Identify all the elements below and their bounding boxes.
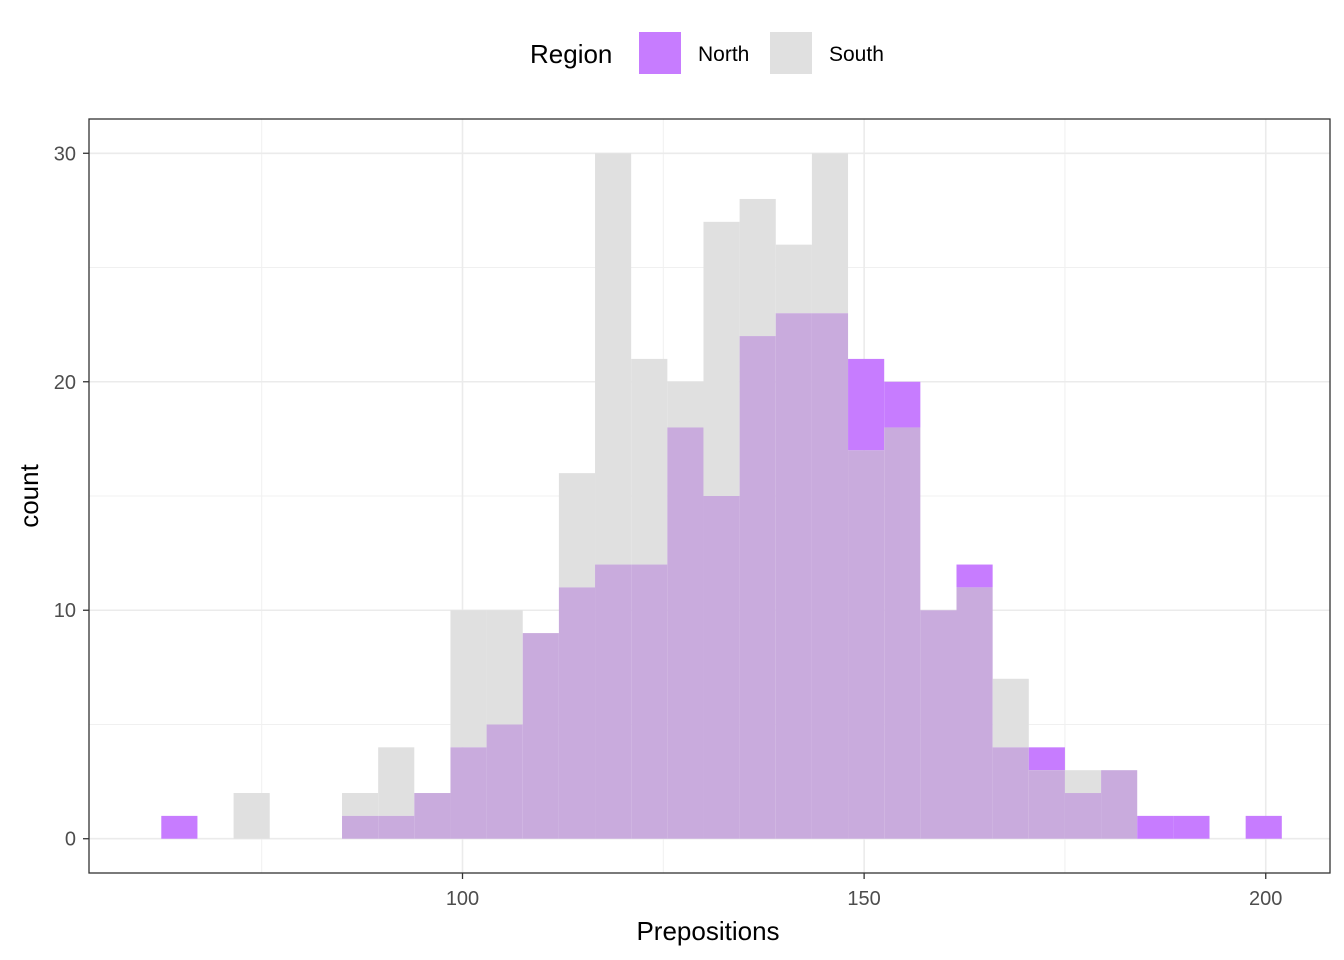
bar-overlap [811, 313, 849, 839]
bar-overlap [414, 793, 451, 839]
bar-north [956, 564, 993, 588]
bar-overlap [739, 336, 776, 839]
bar-south [342, 793, 379, 816]
legend-title: Region [530, 39, 612, 69]
bar-south [811, 153, 849, 314]
y-axis-title: count [14, 463, 44, 527]
bar-overlap [848, 450, 885, 839]
bar-south [595, 153, 632, 565]
histogram-bars [161, 153, 1282, 839]
bar-overlap [522, 633, 559, 839]
bar-north [1245, 815, 1282, 839]
bar-south [739, 198, 776, 337]
x-axis-title: Prepositions [636, 916, 779, 946]
bar-overlap [1101, 770, 1138, 839]
bar-north [1028, 747, 1065, 771]
bar-overlap [450, 747, 487, 839]
bar-overlap [667, 427, 704, 839]
x-tick-label: 150 [847, 888, 880, 910]
bar-north [884, 381, 921, 428]
bar-north [161, 815, 198, 839]
x-tick-label: 200 [1249, 888, 1282, 910]
bar-south [558, 473, 596, 588]
bar-south [775, 244, 812, 314]
bar-overlap [884, 427, 921, 839]
bar-overlap [992, 747, 1029, 839]
x-axis: 100 150 200 [446, 873, 1282, 910]
x-tick-label: 100 [446, 888, 479, 910]
y-tick-label: 10 [54, 600, 76, 622]
bar-overlap [920, 610, 957, 839]
bar-overlap [595, 564, 632, 839]
y-tick-label: 0 [65, 829, 76, 851]
bar-overlap [1028, 770, 1065, 839]
legend-label-north: North [698, 43, 749, 66]
bar-south [703, 221, 740, 496]
bar-south [631, 358, 668, 565]
y-axis: 0 10 20 30 [54, 143, 89, 851]
legend-label-south: South [829, 43, 884, 66]
bar-north [848, 358, 885, 451]
bar-south [667, 381, 704, 428]
plot-panel [88, 118, 1331, 874]
bar-south [992, 678, 1029, 748]
bar-south [450, 610, 487, 748]
bar-overlap [956, 587, 993, 839]
bar-overlap [558, 587, 596, 839]
bar-overlap [378, 815, 415, 839]
y-tick-label: 20 [54, 372, 76, 394]
bar-north [1137, 815, 1174, 839]
bar-overlap [342, 815, 379, 839]
bar-overlap [775, 313, 812, 839]
legend-key-north [639, 32, 681, 74]
bar-overlap [631, 564, 668, 839]
bar-south [378, 747, 415, 816]
panel-border [88, 118, 1331, 874]
bar-south [233, 793, 270, 839]
legend: Region North South [530, 32, 884, 74]
bar-north [1173, 815, 1210, 839]
bar-overlap [486, 724, 523, 839]
bar-south [486, 610, 523, 725]
bar-overlap [1064, 793, 1102, 839]
legend-key-south [770, 32, 812, 74]
y-tick-label: 30 [54, 143, 76, 165]
bar-south [1064, 770, 1102, 794]
bar-overlap [703, 496, 740, 839]
